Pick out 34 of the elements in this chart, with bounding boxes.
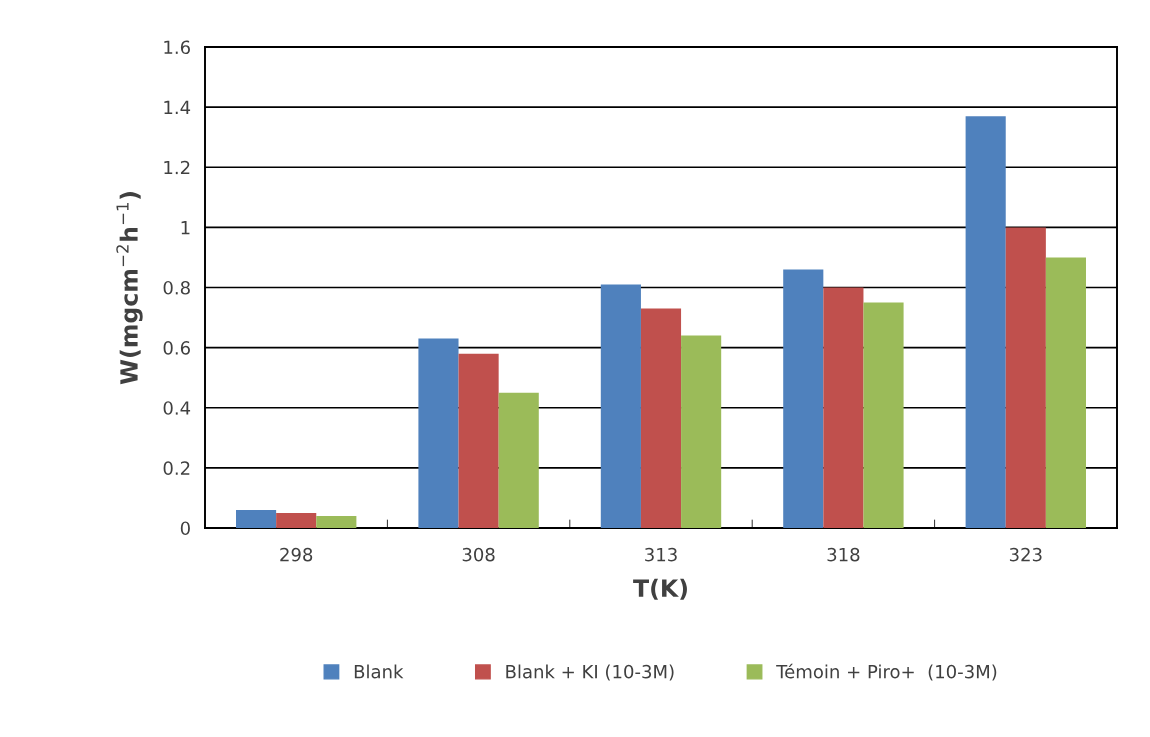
bar bbox=[236, 509, 277, 528]
bar bbox=[600, 284, 641, 528]
bar bbox=[276, 512, 317, 528]
y-tick-label: 0.8 bbox=[163, 280, 190, 295]
y-tick-label: 0 bbox=[180, 521, 190, 536]
y-axis-title: W(mgcm$^{−2}$h$^{−1}$) bbox=[116, 192, 143, 385]
y-tick-label: 0.2 bbox=[163, 461, 190, 475]
y-tick-label: 0.6 bbox=[163, 341, 190, 355]
bar bbox=[498, 392, 539, 528]
x-tick-label: 323 bbox=[1009, 547, 1042, 562]
bar bbox=[863, 302, 904, 528]
y-tick-label: 1.4 bbox=[164, 100, 191, 114]
x-tick-label: 313 bbox=[645, 547, 677, 562]
legend-label: Blank + KI (10-3M) bbox=[506, 664, 674, 681]
bar bbox=[681, 335, 722, 528]
y-tick-label: 1.2 bbox=[164, 160, 190, 175]
x-tick-label: 298 bbox=[280, 547, 313, 562]
bar bbox=[316, 515, 357, 528]
bar bbox=[458, 353, 499, 528]
bar bbox=[1005, 227, 1046, 528]
x-tick-label: 318 bbox=[827, 547, 860, 562]
y-tick-label: 1.6 bbox=[164, 40, 190, 55]
bar bbox=[418, 338, 459, 528]
y-tick-label: 0.4 bbox=[163, 401, 191, 415]
y-tick-label: 1 bbox=[181, 221, 190, 235]
bar bbox=[640, 308, 682, 528]
bar bbox=[783, 269, 824, 528]
legend-label: Blank bbox=[354, 664, 404, 679]
legend-label: Témoin + Piro+ (10-3M) bbox=[776, 663, 997, 681]
bar bbox=[823, 287, 864, 528]
x-tick-label: 308 bbox=[462, 547, 495, 562]
bar bbox=[1045, 257, 1086, 528]
bar bbox=[965, 116, 1006, 528]
x-axis-title: T(K) bbox=[633, 578, 687, 600]
